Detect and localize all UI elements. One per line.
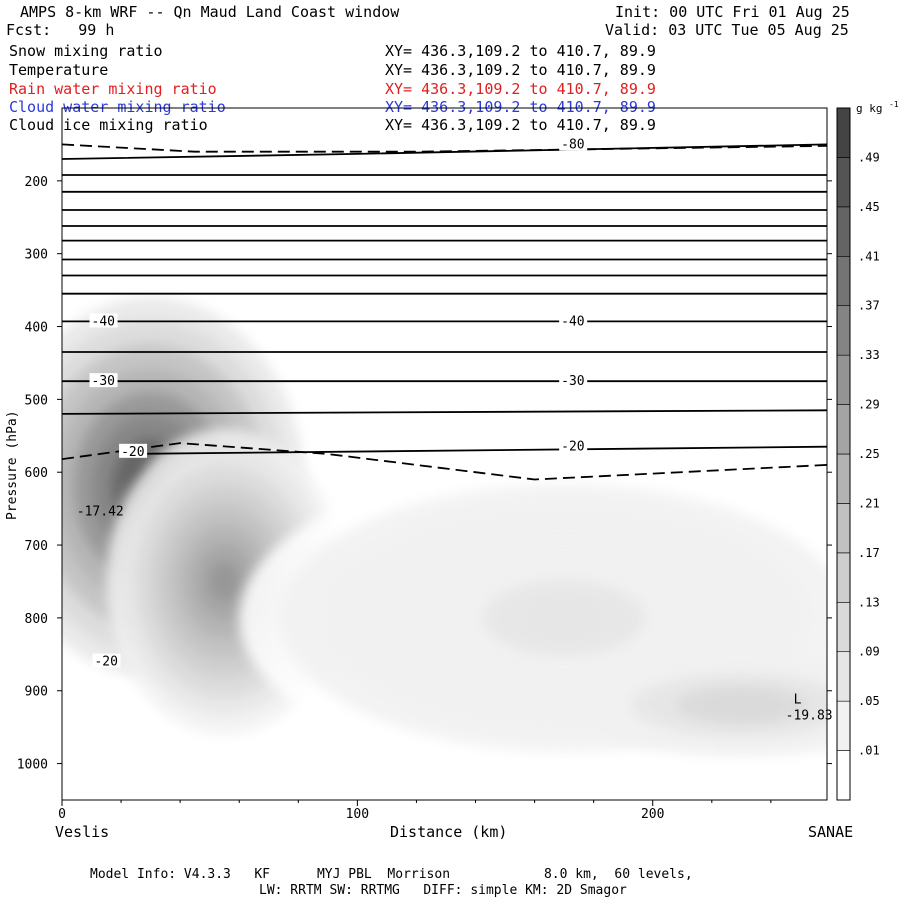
model-info: Model Info: V4.3.3 KF MYJ PBL Morrison 8… xyxy=(90,867,693,882)
field-rain-label: Rain water mixing ratio xyxy=(9,80,217,98)
temperature-contour-0 xyxy=(62,143,827,160)
temperature-contour-13 xyxy=(121,445,827,455)
contour-label-4: -30 xyxy=(561,374,584,389)
colorbar-frame xyxy=(836,107,851,801)
y-tick-label-4: 600 xyxy=(25,466,48,481)
contour-label-7: -20 xyxy=(94,655,117,670)
y-tick-label-7: 900 xyxy=(25,685,48,700)
colorbar-label-6: .25 xyxy=(858,447,880,461)
temperature-contour-14 xyxy=(62,143,827,153)
colorbar-label-2: .09 xyxy=(858,645,880,659)
extremum-value-1: -17.42 xyxy=(77,504,124,519)
x-tick-label-2: 200 xyxy=(641,807,664,822)
colorbar-swatch-3 xyxy=(836,601,851,653)
field-cloudwater-xy: XY= 436.3,109.2 to 410.7, 89.9 xyxy=(385,98,656,116)
colorbar-label-7: .29 xyxy=(858,398,880,412)
y-axis-label: Pressure (hPa) xyxy=(5,410,20,520)
snow-shade-2-7 xyxy=(523,598,605,638)
field-snow-xy: XY= 436.3,109.2 to 410.7, 89.9 xyxy=(385,42,656,60)
extremum-label-0: L xyxy=(794,692,802,707)
field-temperature-xy: XY= 436.3,109.2 to 410.7, 89.9 xyxy=(385,61,656,79)
init-time: Init: 00 UTC Fri 01 Aug 25 xyxy=(615,3,850,21)
y-tick-label-0: 200 xyxy=(25,175,48,190)
chart-title: AMPS 8-km WRF -- Qn Maud Land Coast wind… xyxy=(20,3,400,21)
contour-label-0: -80 xyxy=(561,137,584,152)
y-tick-label-6: 800 xyxy=(25,612,48,627)
contour-label-1: -40 xyxy=(92,314,115,329)
y-tick-label-5: 700 xyxy=(25,539,48,554)
x-tick-label-0: 0 xyxy=(58,807,66,822)
temperature-contour-12 xyxy=(62,409,827,415)
contour-label-bg-3 xyxy=(89,373,118,388)
colorbar-label-8: .33 xyxy=(858,348,880,362)
colorbar-label-11: .45 xyxy=(858,200,880,214)
colorbar-swatch-1 xyxy=(836,700,851,751)
field-cloudwater-label: Cloud water mixing ratio xyxy=(9,98,226,116)
contour-label-5: -20 xyxy=(121,445,144,460)
colorbar-label-3: .13 xyxy=(858,595,880,609)
colorbar-label-5: .21 xyxy=(858,496,880,510)
y-tick-label-8: 1000 xyxy=(17,758,48,773)
plot-frame xyxy=(61,107,828,801)
contour-label-bg-4 xyxy=(559,373,588,388)
colorbar-swatch-12 xyxy=(836,157,851,208)
contour-label-bg-5 xyxy=(119,443,148,458)
contour-label-bg-1 xyxy=(89,313,118,328)
field-snow-label: Snow mixing ratio xyxy=(9,42,163,60)
colorbar-swatch-9 xyxy=(836,305,851,356)
colorbar-swatch-7 xyxy=(836,404,851,455)
colorbar-label-9: .37 xyxy=(858,299,880,313)
field-rain-xy: XY= 436.3,109.2 to 410.7, 89.9 xyxy=(385,80,656,98)
field-cloudice-label: Cloud ice mixing ratio xyxy=(9,116,208,134)
colorbar-label-1: .05 xyxy=(858,694,880,708)
colorbar-unit: g kg xyxy=(856,102,883,115)
colorbar-swatch-2 xyxy=(836,651,851,702)
left-endpoint: Veslis xyxy=(55,823,110,841)
valid-time: Valid: 03 UTC Tue 05 Aug 25 xyxy=(605,21,849,39)
contour-label-bg-0 xyxy=(559,136,588,151)
colorbar-unit-superscript: -1 xyxy=(889,100,899,109)
x-tick-label-1: 100 xyxy=(346,807,369,822)
extremum-value-0: -19.83 xyxy=(786,708,833,723)
x-axis-label: Distance (km) xyxy=(390,823,508,841)
colorbar-label-12: .49 xyxy=(858,150,880,164)
y-tick-label-1: 300 xyxy=(25,248,48,263)
contour-label-bg-2 xyxy=(559,313,588,328)
colorbar-swatch-8 xyxy=(836,354,851,405)
field-temperature-label: Temperature xyxy=(9,61,109,79)
colorbar-swatch-10 xyxy=(836,255,851,307)
model-info-2: LW: RRTM SW: RRTMG DIFF: simple KM: 2D S… xyxy=(259,883,627,898)
contour-label-6: -20 xyxy=(561,440,584,455)
field-cloudice-xy: XY= 436.3,109.2 to 410.7, 89.9 xyxy=(385,116,656,134)
right-endpoint: SANAE xyxy=(808,823,854,841)
snow-shade-3-7 xyxy=(719,698,764,712)
y-tick-label-2: 400 xyxy=(25,321,48,336)
snow-shade-1-7 xyxy=(209,562,240,601)
y-tick-label-3: 500 xyxy=(25,393,48,408)
colorbar-swatch-11 xyxy=(836,206,851,257)
colorbar-label-0: .01 xyxy=(858,744,880,758)
forecast-hour: Fcst: 99 h xyxy=(6,21,115,39)
colorbar-swatch-5 xyxy=(836,503,851,554)
contour-label-bg-7 xyxy=(92,653,121,668)
colorbar-label-4: .17 xyxy=(858,546,880,560)
contour-label-2: -40 xyxy=(561,314,584,329)
colorbar-label-10: .41 xyxy=(858,249,880,263)
colorbar-swatch-0 xyxy=(836,750,851,801)
colorbar-swatch-4 xyxy=(836,552,851,603)
colorbar-swatch-13 xyxy=(836,107,851,158)
colorbar-swatch-6 xyxy=(836,453,851,504)
contour-label-3: -30 xyxy=(92,374,115,389)
contour-label-bg-6 xyxy=(559,438,588,453)
